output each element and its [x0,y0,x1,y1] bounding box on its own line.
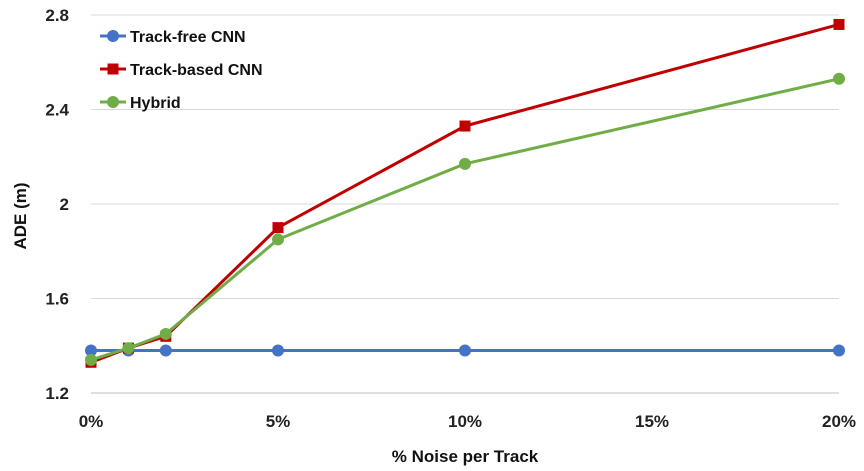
series-line [90,77,840,362]
x-tick-label: 15% [635,412,669,431]
data-point [159,327,172,340]
x-tick-label: 20% [822,412,856,431]
y-tick-label: 2.8 [45,6,69,25]
x-tick-label: 5% [266,412,291,431]
data-point [833,344,845,357]
legend-item: Hybrid [100,95,181,112]
x-tick-label: 0% [79,412,104,431]
data-point [459,344,471,357]
y-tick-label: 1.2 [45,384,69,403]
legend-marker [107,30,119,42]
data-point [159,344,172,357]
y-tick-label: 1.6 [45,290,69,309]
legend-marker [107,63,119,75]
legend-label: Track-free CNN [130,29,246,46]
data-point [272,344,284,357]
x-axis-ticks: 0% 5% 10% 15% 20% [79,412,856,431]
series-group [85,18,845,368]
x-axis-label: % Noise per Track [392,447,539,466]
data-point [459,157,471,170]
data-point [85,344,97,357]
legend-item: Track-based CNN [100,62,263,79]
legend: Track-free CNN Track-based CNN Hybrid [100,29,263,112]
legend-marker [107,96,119,108]
y-tick-label: 2 [60,195,69,214]
legend-item: Track-free CNN [100,29,246,46]
y-axis-label: ADE (m) [11,182,30,249]
gridlines [91,14,839,299]
data-point [833,72,845,85]
legend-label: Hybrid [130,95,181,112]
data-point [459,120,471,132]
y-axis-ticks: 1.2 1.6 2 2.4 2.8 [45,6,69,403]
series-hybrid [85,72,845,366]
data-point [272,233,284,246]
legend-label: Track-based CNN [130,62,263,79]
x-tick-label: 10% [448,412,482,431]
series-track-free-cnn [85,344,845,357]
data-point [272,222,284,234]
data-point [85,353,97,366]
data-point [122,342,135,355]
y-tick-label: 2.4 [45,101,69,120]
data-point [833,18,845,30]
